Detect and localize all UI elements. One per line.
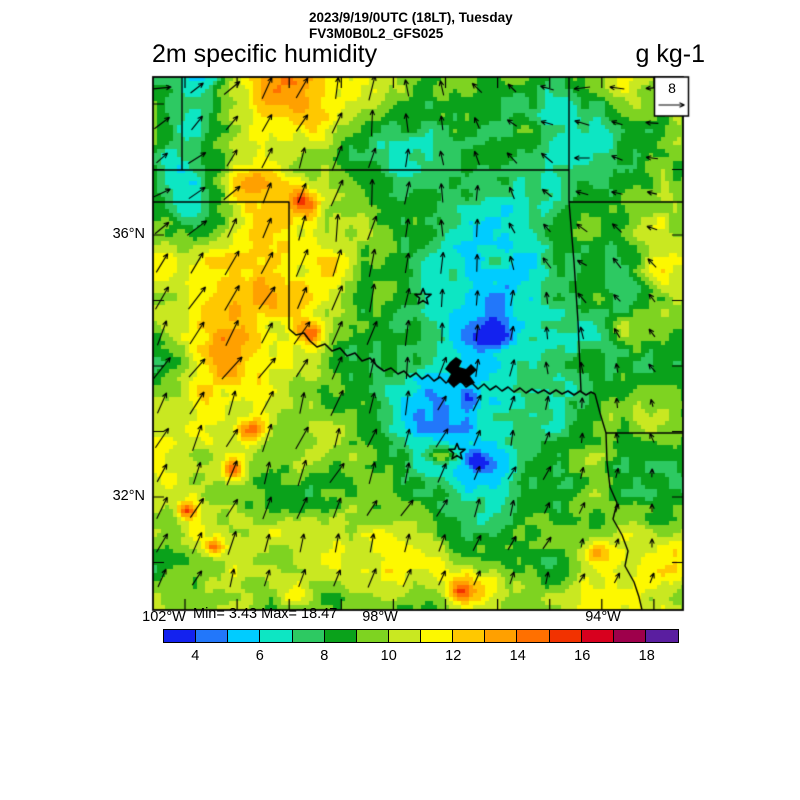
colorbar-segment [324, 630, 357, 642]
colorbar-segment [388, 630, 421, 642]
lat-label-36n: 36°N [112, 226, 145, 242]
colorbar-tick-label: 12 [445, 648, 462, 664]
colorbar-tick-label: 8 [320, 648, 329, 664]
model-title: FV3M0B0L2_GFS025 [309, 26, 444, 41]
colorbar-tick-label: 4 [191, 648, 200, 664]
lon-label-94w: 94°W [585, 609, 621, 625]
units-label: g kg-1 [635, 40, 705, 68]
variable-title: 2m specific humidity [152, 40, 378, 68]
colorbar-segment [549, 630, 582, 642]
colorbar-tick-label: 14 [509, 648, 526, 664]
reference-vector-label: 8 [668, 80, 676, 96]
colorbar-tick-label: 6 [255, 648, 264, 664]
colorbar-segment [581, 630, 614, 642]
colorbar-segment [613, 630, 646, 642]
colorbar-segment [517, 630, 550, 642]
colorbar-segment [485, 630, 518, 642]
colorbar-segment [421, 630, 454, 642]
lon-label-98w: 98°W [362, 609, 398, 625]
colorbar-segment [645, 630, 678, 642]
colorbar-segment [453, 630, 486, 642]
colorbar-tick-label: 16 [574, 648, 591, 664]
colorbar-segment [356, 630, 389, 642]
colorbar-segment [228, 630, 261, 642]
datetime-title: 2023/9/19/0UTC (18LT), Tuesday [309, 10, 513, 25]
colorbar-segment [164, 630, 197, 642]
minmax-stats: Min= 3.43 Max= 18.47 [193, 606, 338, 622]
colorbar-segment [260, 630, 293, 642]
colorbar-segment [292, 630, 325, 642]
lat-label-32n: 32°N [112, 488, 145, 504]
lon-label-102w: 102°W [142, 609, 186, 625]
colorbar [163, 629, 679, 643]
colorbar-tick-label: 18 [638, 648, 655, 664]
colorbar-tick-label: 10 [380, 648, 397, 664]
colorbar-segment [196, 630, 229, 642]
